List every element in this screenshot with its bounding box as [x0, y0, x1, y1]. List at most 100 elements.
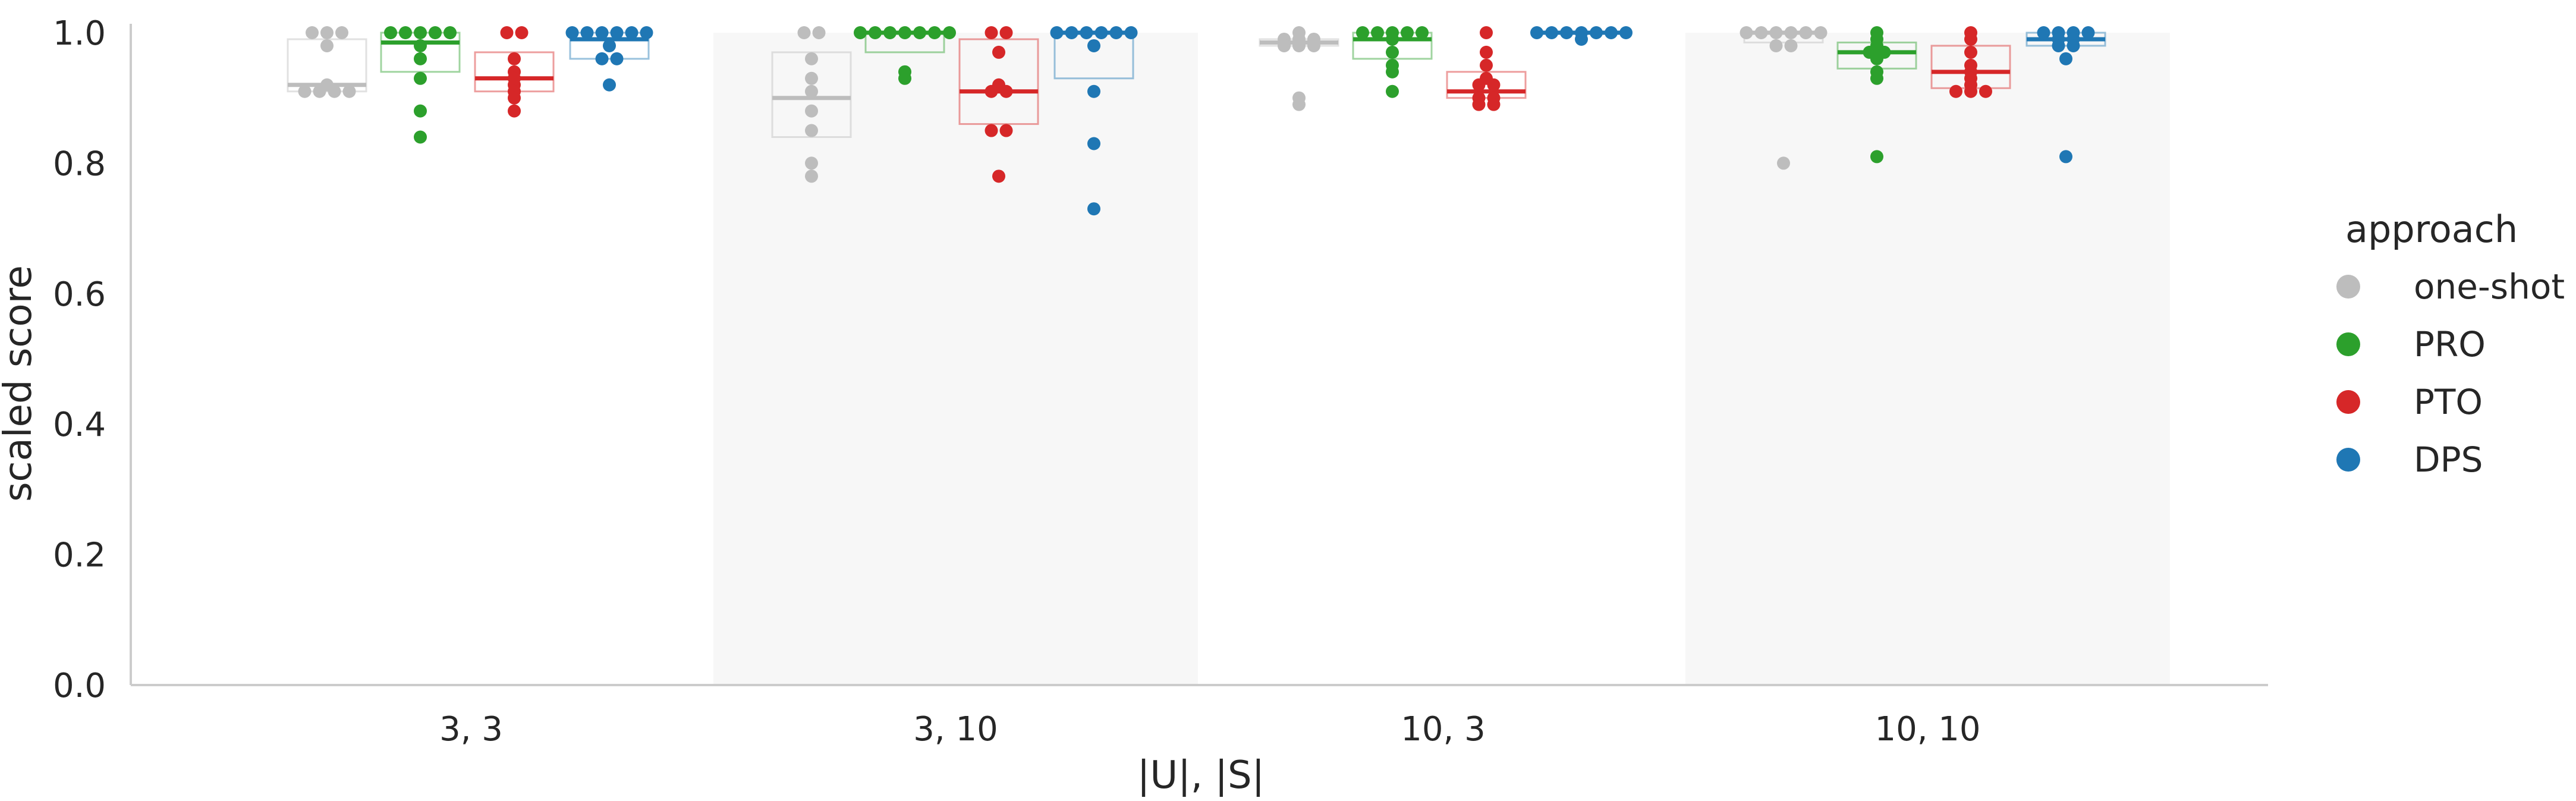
point-PRO — [1356, 26, 1369, 39]
legend-label: DPS — [2414, 439, 2483, 480]
point-one-shot — [313, 84, 326, 98]
x-tick-label: 3, 3 — [439, 710, 503, 749]
point-PRO — [913, 26, 926, 39]
x-tick-label: 10, 3 — [1401, 710, 1486, 749]
y-tick-label: 0.8 — [53, 145, 106, 183]
point-DPS — [640, 26, 653, 39]
point-PTO — [1487, 98, 1501, 111]
point-PTO — [992, 169, 1005, 183]
point-DPS — [1530, 26, 1543, 39]
axes — [130, 24, 2268, 686]
point-DPS — [2067, 39, 2080, 52]
y-tick-label: 0.0 — [53, 667, 106, 705]
point-PRO — [898, 26, 911, 39]
point-PRO — [1416, 26, 1429, 39]
point-one-shot — [805, 124, 818, 137]
point-PTO — [500, 26, 514, 39]
point-DPS — [1109, 26, 1123, 39]
point-PRO — [854, 26, 867, 39]
point-DPS — [2037, 26, 2050, 39]
point-PTO — [508, 104, 521, 118]
point-DPS — [1124, 26, 1138, 39]
point-one-shot — [320, 26, 334, 39]
point-DPS — [1094, 26, 1108, 39]
point-PRO — [869, 26, 882, 39]
point-PTO — [515, 26, 529, 39]
point-DPS — [595, 52, 609, 65]
point-PRO — [414, 26, 427, 39]
legend-marker-one-shot — [2336, 275, 2360, 299]
point-DPS — [1590, 26, 1603, 39]
point-PTO — [985, 124, 998, 137]
point-DPS — [1065, 26, 1078, 39]
point-one-shot — [805, 84, 818, 98]
point-PRO — [1386, 65, 1399, 78]
legend-title: approach — [2345, 208, 2518, 251]
y-tick-label: 0.6 — [53, 275, 106, 314]
y-tick-label: 0.2 — [53, 536, 106, 575]
point-PTO — [1487, 78, 1501, 92]
point-PRO — [384, 26, 397, 39]
point-DPS — [1050, 26, 1064, 39]
point-one-shot — [1777, 156, 1790, 170]
point-PRO — [414, 130, 427, 144]
point-PRO — [414, 71, 427, 85]
point-DPS — [603, 78, 616, 92]
point-PTO — [1472, 78, 1486, 92]
point-one-shot — [805, 52, 818, 65]
point-one-shot — [1814, 26, 1828, 39]
y-axis-title: scaled score — [0, 265, 40, 502]
legend-label: PTO — [2414, 382, 2483, 422]
point-PTO — [999, 84, 1013, 98]
point-one-shot — [1278, 39, 1291, 52]
point-PRO — [414, 52, 427, 65]
point-DPS — [1087, 202, 1100, 216]
point-DPS — [2052, 39, 2065, 52]
legend: approach one-shot PRO PTO DPS — [2336, 208, 2565, 480]
point-one-shot — [1799, 26, 1813, 39]
point-PTO — [992, 45, 1005, 59]
point-DPS — [1545, 26, 1558, 39]
category-band-3 — [1685, 33, 2170, 685]
point-PRO — [414, 104, 427, 118]
point-one-shot — [797, 26, 811, 39]
point-PRO — [1401, 26, 1414, 39]
point-PRO — [1386, 45, 1399, 59]
legend-marker-PRO — [2336, 332, 2360, 356]
point-PRO — [1371, 26, 1384, 39]
point-one-shot — [306, 26, 319, 39]
point-one-shot — [805, 169, 818, 183]
point-DPS — [1087, 39, 1100, 52]
legend-marker-DPS — [2336, 448, 2360, 472]
x-tick-labels: 3, 3 3, 10 10, 3 10, 10 — [439, 710, 1980, 749]
point-PRO — [1870, 52, 1883, 65]
y-tick-label: 0.4 — [53, 406, 106, 444]
point-PRO — [1386, 84, 1399, 98]
point-DPS — [610, 26, 624, 39]
point-PTO — [508, 52, 521, 65]
point-DPS — [625, 26, 639, 39]
point-DPS — [1619, 26, 1633, 39]
y-tick-label: 1.0 — [53, 14, 106, 53]
x-tick-label: 10, 10 — [1874, 710, 1980, 749]
point-DPS — [1087, 137, 1100, 150]
point-DPS — [603, 39, 616, 52]
point-one-shot — [1784, 39, 1798, 52]
point-PTO — [1480, 26, 1493, 39]
point-one-shot — [1307, 39, 1320, 52]
point-PTO — [1949, 84, 1962, 98]
point-PRO — [399, 26, 412, 39]
box-PTO-1 — [958, 38, 1039, 125]
point-DPS — [1560, 26, 1573, 39]
x-tick-label: 3, 10 — [913, 710, 998, 749]
point-one-shot — [1740, 26, 1753, 39]
point-one-shot — [1769, 39, 1783, 52]
box-DPS-0 — [569, 32, 650, 60]
point-PTO — [1964, 45, 1977, 59]
point-one-shot — [298, 84, 312, 98]
point-one-shot — [805, 156, 818, 170]
point-PTO — [1964, 84, 1977, 98]
point-DPS — [565, 26, 579, 39]
point-PTO — [1480, 58, 1493, 72]
legend-label: PRO — [2414, 324, 2486, 365]
